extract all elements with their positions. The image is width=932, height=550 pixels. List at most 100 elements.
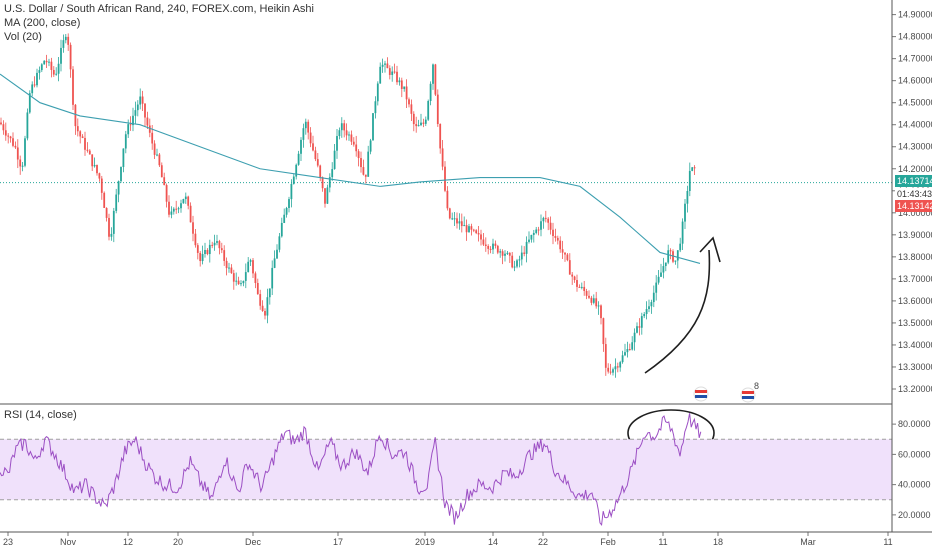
candle-body (682, 222, 684, 244)
candle-body (689, 171, 691, 191)
candle-body (10, 137, 12, 139)
time-tick-label: Dec (245, 537, 262, 547)
candle-body (456, 218, 458, 223)
ma-200-line (0, 74, 700, 263)
candle-body (315, 150, 317, 159)
candle-body (247, 262, 249, 272)
time-tick-label: Mar (800, 537, 816, 547)
candle-body (627, 349, 629, 352)
candle-body (58, 64, 60, 74)
candle-body (185, 197, 187, 199)
candle-body (3, 124, 5, 130)
candle-body (180, 203, 182, 208)
candle-body (507, 253, 509, 254)
candle-body (243, 281, 245, 283)
candle-body (175, 209, 177, 210)
candle-body (655, 283, 657, 293)
candle-body (257, 283, 259, 294)
candle-body (48, 62, 50, 63)
candle-body (437, 95, 439, 124)
candle-body (557, 238, 559, 241)
candle-body (639, 326, 641, 328)
candle-body (91, 154, 93, 166)
candle-body (533, 233, 535, 235)
candle-body (591, 298, 593, 303)
candle-body (540, 221, 542, 230)
candle-body (271, 268, 273, 289)
candle-body (187, 197, 189, 206)
candle-body (15, 146, 17, 148)
candle-body (55, 74, 57, 75)
time-tick-label: 23 (3, 537, 13, 547)
vol-legend: Vol (20) (4, 31, 42, 43)
candle-body (435, 64, 437, 94)
candle-body (425, 120, 427, 124)
candle-body (120, 167, 122, 181)
candle-body (526, 242, 528, 254)
candle-body (274, 258, 276, 267)
candle-body (327, 187, 329, 203)
candle-body (159, 155, 161, 166)
candle-body (451, 218, 453, 219)
candle-body (51, 62, 53, 70)
candle-body (240, 283, 242, 284)
candle-body (195, 234, 197, 245)
candle-body (211, 245, 213, 246)
candle-body (535, 230, 537, 233)
candle-body (447, 191, 449, 209)
candle-body (173, 209, 175, 212)
price-tick-label: 14.30000 (898, 142, 932, 152)
candle-body (511, 256, 513, 268)
candle-body (53, 70, 55, 75)
candle-body (7, 136, 9, 137)
candle-body (319, 166, 321, 178)
candle-body (334, 151, 336, 169)
candle-body (516, 260, 518, 266)
candle-body (63, 40, 65, 48)
candle-body (432, 64, 434, 83)
candle-body (406, 86, 408, 99)
price-tick-label: 13.50000 (898, 318, 932, 328)
candle-body (485, 245, 487, 246)
candle-body (569, 260, 571, 274)
candle-body (382, 65, 384, 67)
candle-body (233, 273, 235, 282)
candle-body (353, 142, 355, 145)
candle-body (343, 123, 345, 130)
candle-body (283, 215, 285, 223)
candle-body (22, 166, 24, 167)
candle-body (641, 316, 643, 328)
candle-body (631, 342, 633, 349)
candle-body (135, 110, 137, 116)
candle-body (156, 155, 158, 156)
candle-body (322, 177, 324, 188)
candle-body (250, 260, 252, 262)
candle-body (82, 136, 84, 138)
candle-body (219, 241, 221, 248)
candle-body (197, 245, 199, 253)
candle-body (615, 366, 617, 369)
candle-body (579, 287, 581, 288)
candle-body (538, 230, 540, 231)
candle-body (168, 202, 170, 215)
candle-body (24, 138, 26, 165)
candle-body (84, 138, 86, 150)
candle-body (142, 97, 144, 104)
candle-body (264, 311, 266, 316)
candle-body (96, 165, 98, 173)
candle-body (307, 122, 309, 133)
candle-body (665, 263, 667, 267)
candle-body (658, 277, 660, 283)
candle-body (617, 366, 619, 367)
candle-body (379, 67, 381, 84)
candle-body (34, 84, 36, 85)
candle-body (298, 154, 300, 165)
candle-body (531, 235, 533, 240)
candle-body (360, 158, 362, 167)
candle-body (411, 104, 413, 113)
candle-body (108, 218, 110, 237)
candle-body (228, 268, 230, 269)
candle-body (687, 191, 689, 204)
